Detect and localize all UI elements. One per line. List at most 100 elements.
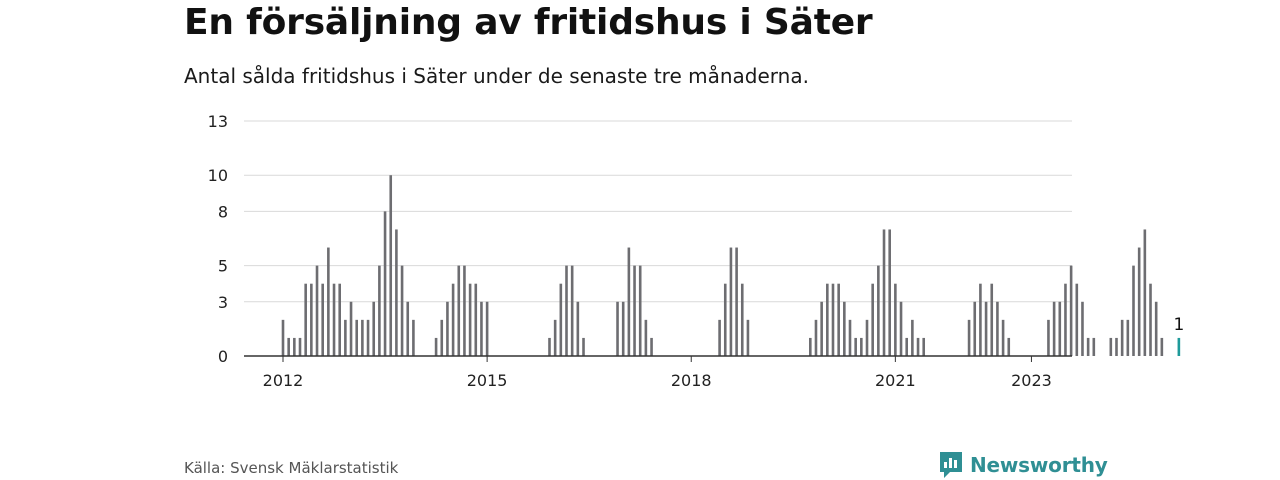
source-note: Källa: Svensk Mäklarstatistik [184,459,399,477]
bar [1081,301,1084,356]
bar [1115,337,1118,356]
bar [395,229,398,356]
bar [1058,301,1062,356]
bar [894,283,897,356]
bar [463,265,466,356]
bar [1069,265,1073,356]
bar [888,229,891,356]
bar [1047,319,1050,356]
bar [378,265,381,356]
bar [1064,283,1067,356]
bar [412,319,415,356]
bar [451,283,455,356]
bar [349,301,353,356]
bar [1154,301,1158,356]
bar [361,319,364,356]
bar [1075,283,1079,356]
bar [899,301,903,356]
bar [338,283,341,356]
bar [877,265,880,356]
bar [1109,337,1113,356]
bar [480,301,483,356]
bar [559,283,563,356]
bar [967,319,971,356]
bar [344,319,347,356]
bar [843,301,846,356]
bar [400,265,404,356]
bar [627,247,631,356]
x-tick-label: 2018 [671,371,712,390]
bar-chart: 0 3 5 8 10 13 2012 2015 2018 2021 2023 1 [208,112,1185,390]
bar [1132,265,1135,356]
bar [814,319,818,356]
bar [389,175,393,356]
bar [1007,337,1011,356]
bar [366,319,370,356]
y-tick-label: 13 [208,112,228,131]
bar [644,319,648,356]
bar [457,265,461,356]
bar [650,337,653,356]
y-tick-label: 8 [218,202,228,221]
x-axis-ticks: 2012 2015 2018 2021 2023 [263,356,1052,390]
bar [1160,337,1164,356]
bar [1052,301,1056,356]
x-tick-label: 2015 [467,371,508,390]
bar [1086,337,1090,356]
bar [621,301,625,356]
newsworthy-brand: Newsworthy [938,450,1108,480]
y-tick-label: 0 [218,347,228,366]
bar [434,337,438,356]
y-tick-label: 3 [218,293,228,312]
y-tick-label: 10 [208,166,228,185]
bar [826,283,829,356]
bar [440,319,444,356]
bar [865,319,869,356]
bar [1149,283,1152,356]
bar [633,265,636,356]
bar [304,283,307,356]
brand-name: Newsworthy [970,453,1108,477]
bar [332,283,336,356]
bar [298,337,302,356]
bar [1137,247,1141,356]
bar [922,337,926,356]
bar [854,337,857,356]
bar [315,265,319,356]
bar [1143,229,1147,356]
bar [1120,319,1124,356]
bar [735,247,738,356]
bar [820,301,823,356]
bar [355,319,359,356]
bar [474,283,478,356]
bar [740,283,744,356]
bar [984,301,988,356]
bar [916,337,920,356]
chart-title: En försäljning av fritidshus i Säter [184,2,873,43]
y-axis-tick-labels: 0 3 5 8 10 13 [208,112,228,366]
bar [718,319,721,356]
bar [990,283,994,356]
bar [321,283,324,356]
bar [979,283,982,356]
bar [287,337,290,356]
bar [905,337,908,356]
bar [372,301,376,356]
x-tick-label: 2021 [875,371,916,390]
bar [327,247,330,356]
bar [293,337,296,356]
bar-latest [1177,337,1181,356]
bar [638,265,642,356]
bar [882,229,886,356]
bar [565,265,568,356]
bar [485,301,489,356]
bar [831,283,835,356]
bar [911,319,914,356]
bar [553,319,557,356]
bar [570,265,574,356]
bar [310,283,313,356]
bar [729,247,733,356]
last-value-label: 1 [1173,315,1184,335]
bar [582,337,585,356]
bar [746,319,750,356]
